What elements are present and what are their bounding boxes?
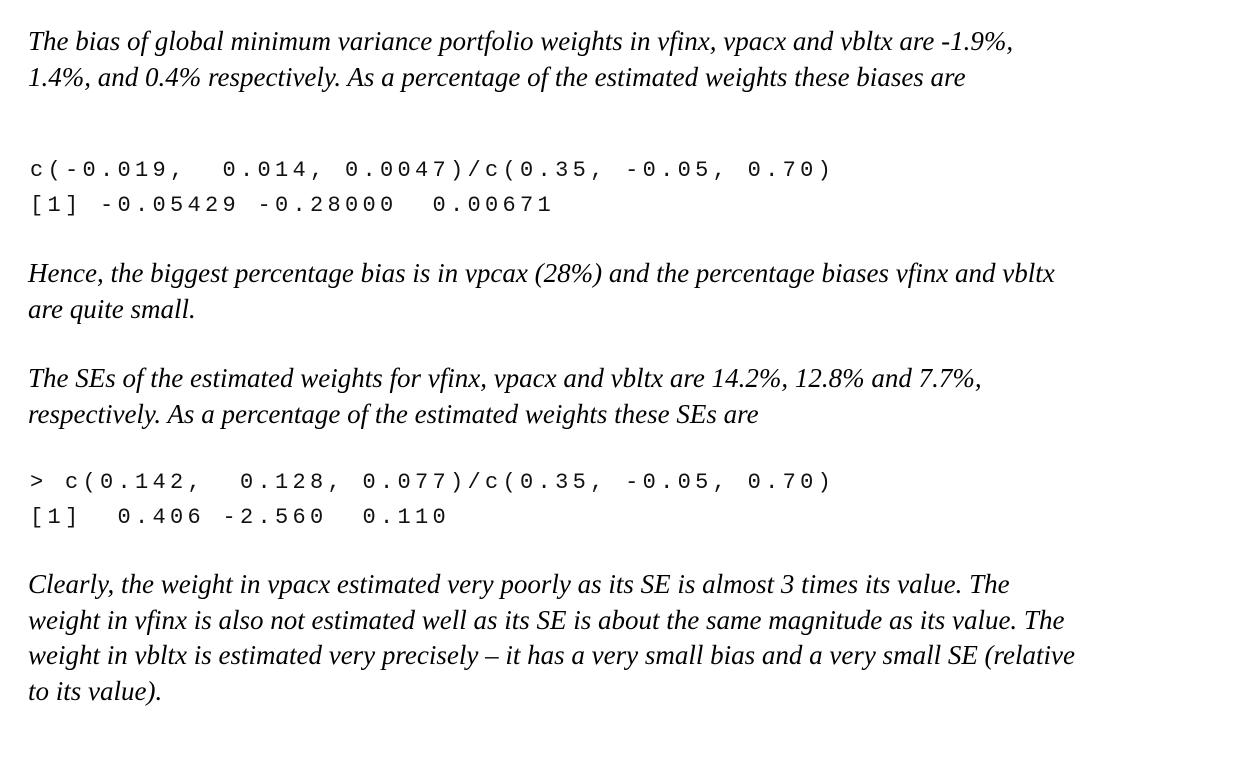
- code-line: > c(0.142, 0.128, 0.077)/c(0.35, -0.05, …: [30, 470, 836, 495]
- text-line: to its value).: [28, 675, 163, 706]
- text-line: respectively. As a percentage of the est…: [28, 398, 759, 429]
- text-line: weight in vfinx is also not estimated we…: [28, 604, 1065, 635]
- text-line: 1.4%, and 0.4% respectively. As a percen…: [28, 61, 966, 92]
- code-output-line: [1] -0.05429 -0.28000 0.00671: [30, 193, 556, 218]
- text-line: are quite small.: [28, 293, 196, 324]
- code-block-se: > c(0.142, 0.128, 0.077)/c(0.35, -0.05, …: [30, 465, 835, 535]
- code-output-line: [1] 0.406 -2.560 0.110: [30, 505, 451, 530]
- text-line: Hence, the biggest percentage bias is in…: [28, 258, 1055, 288]
- text-line: Clearly, the weight in vpacx estimated v…: [28, 569, 1010, 599]
- text-line: The bias of global minimum variance port…: [28, 26, 1014, 56]
- code-block-bias: c(-0.019, 0.014, 0.0047)/c(0.35, -0.05, …: [30, 153, 835, 223]
- paragraph-se: The SEs of the estimated weights for vfi…: [28, 361, 982, 432]
- text-line: The SEs of the estimated weights for vfi…: [28, 363, 982, 393]
- paragraph-conclusion: Clearly, the weight in vpacx estimated v…: [28, 567, 1075, 709]
- paragraph-bias: The bias of global minimum variance port…: [28, 24, 1013, 95]
- text-line: weight in vbltx is estimated very precis…: [28, 640, 1076, 670]
- paragraph-bias-conclusion: Hence, the biggest percentage bias is in…: [28, 256, 1055, 327]
- code-line: c(-0.019, 0.014, 0.0047)/c(0.35, -0.05, …: [30, 158, 836, 183]
